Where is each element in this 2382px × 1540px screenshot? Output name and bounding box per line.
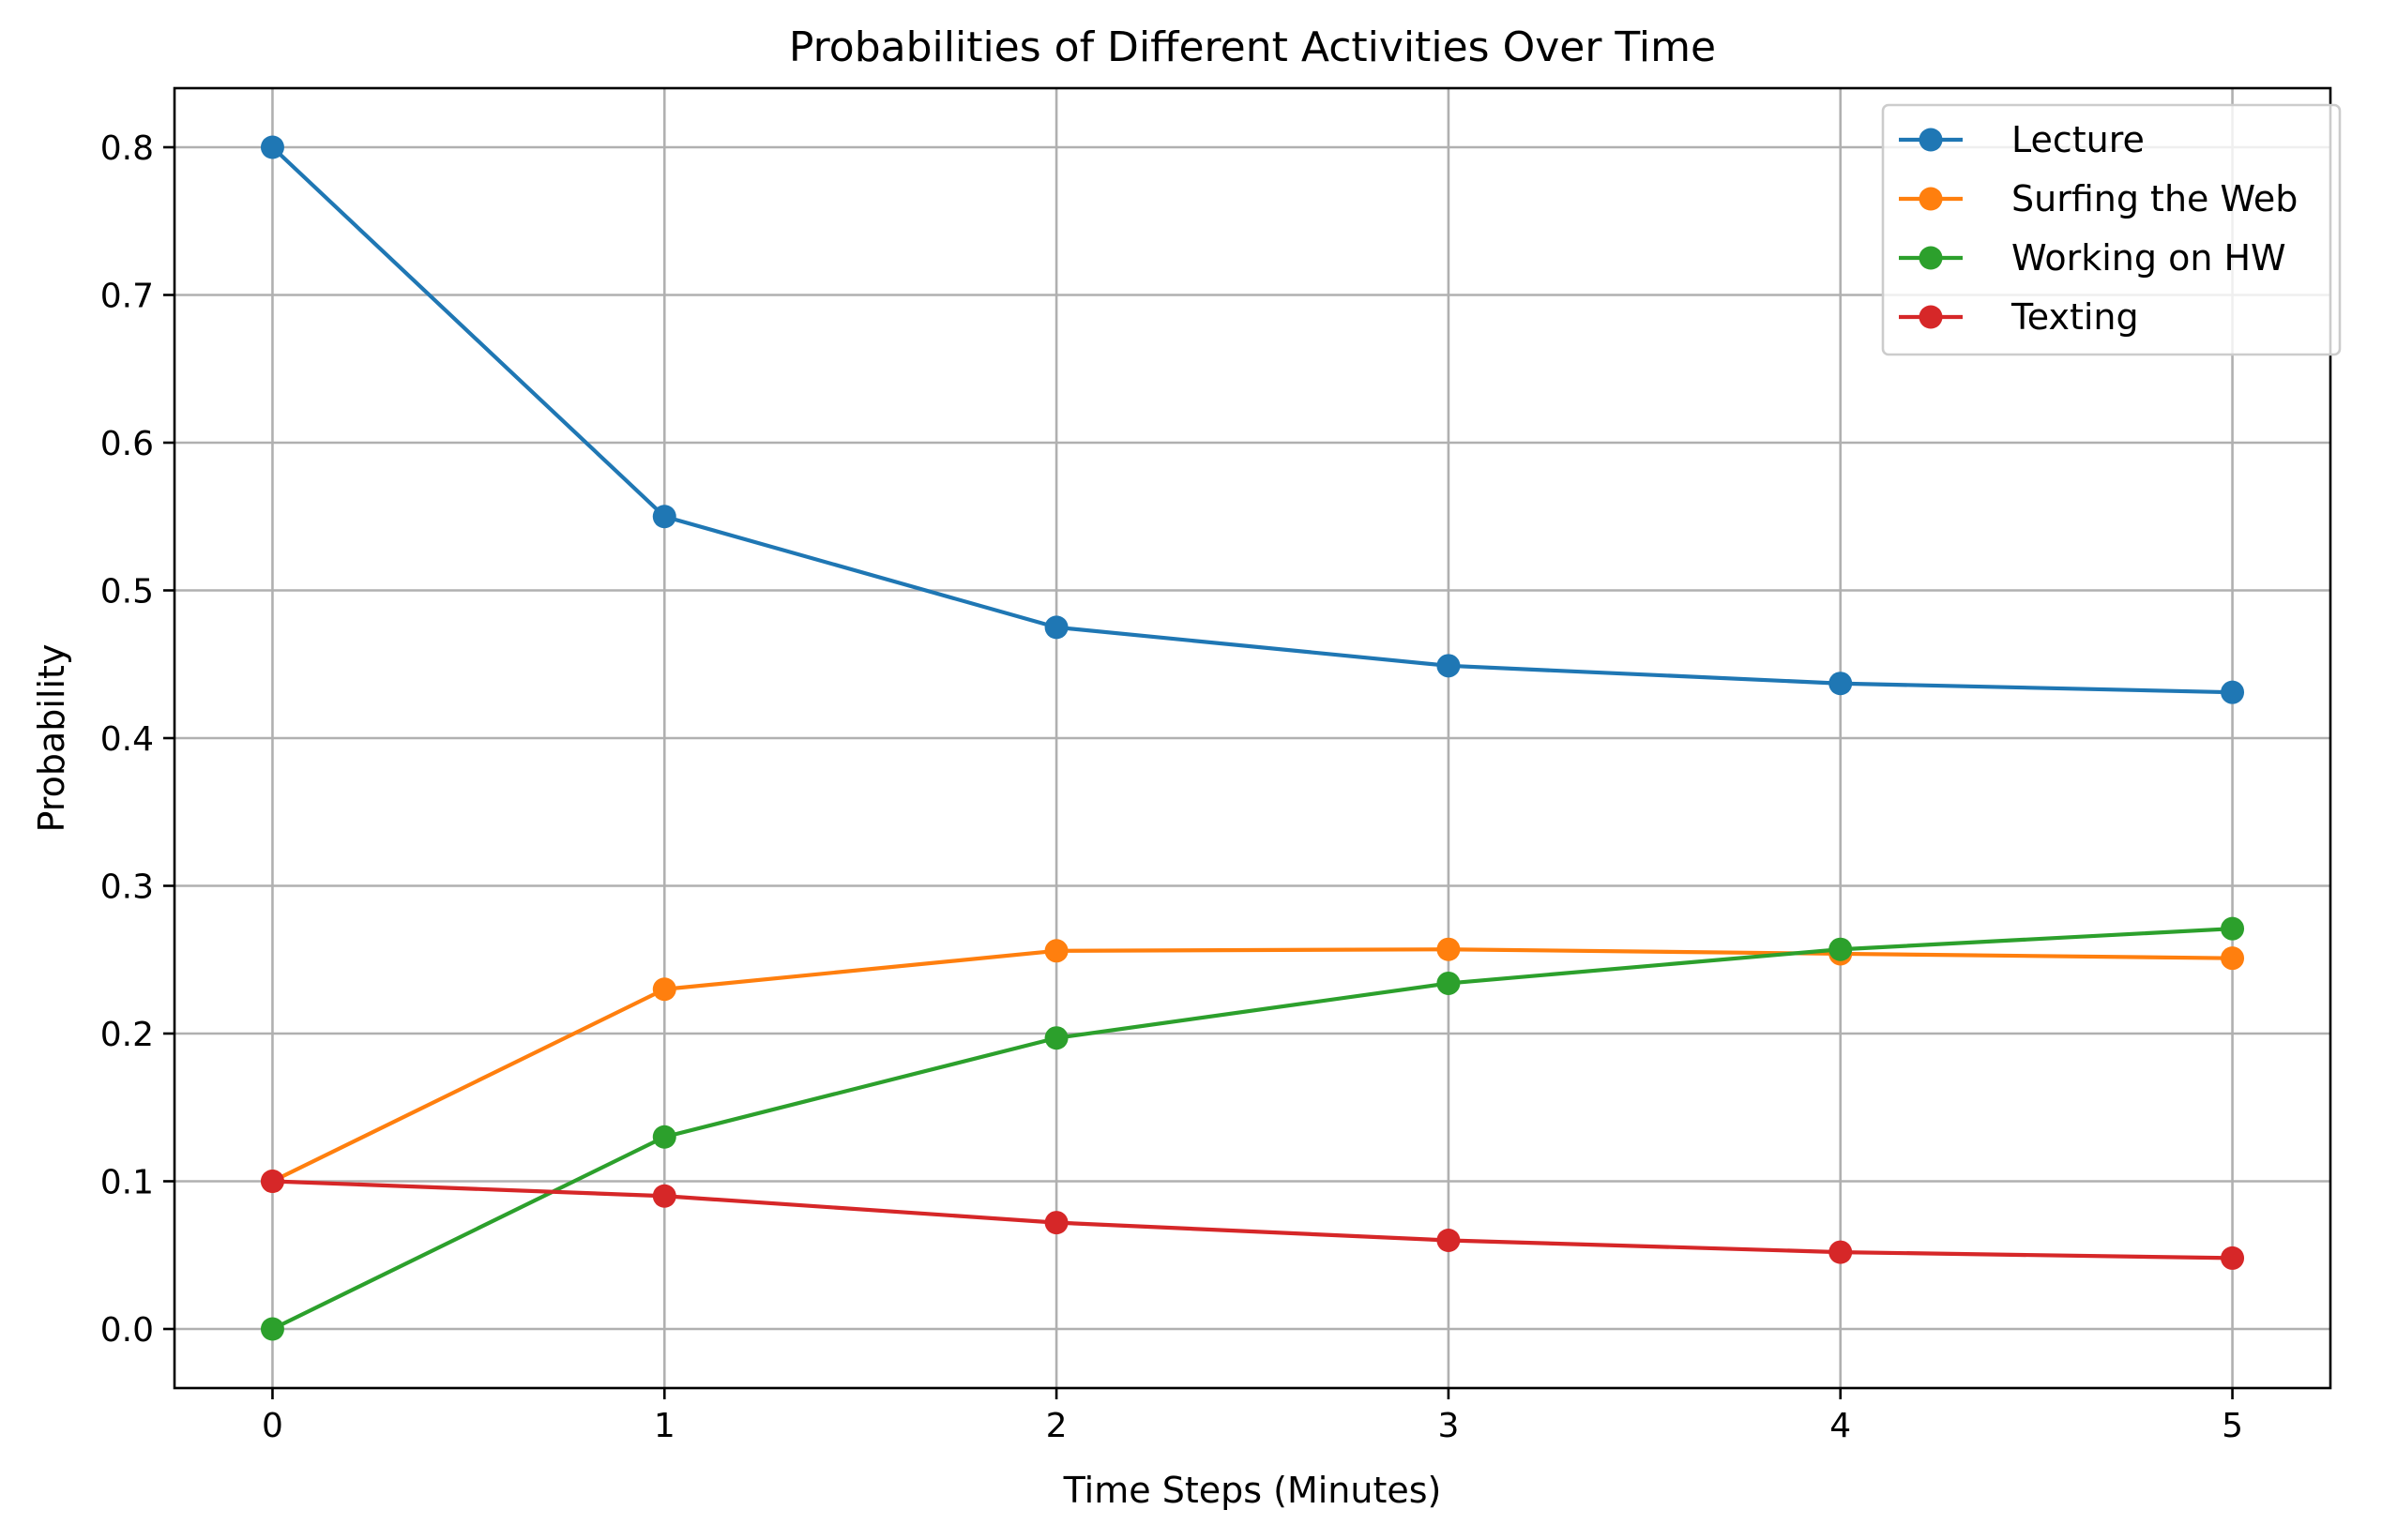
y-tick-label: 0.2 bbox=[100, 1016, 154, 1054]
x-tick-label: 4 bbox=[1829, 1407, 1851, 1445]
data-point bbox=[652, 1184, 676, 1208]
y-tick-label: 0.1 bbox=[100, 1164, 154, 1202]
data-point bbox=[260, 1317, 284, 1341]
legend-entry: Surfing the Web bbox=[1899, 178, 2298, 219]
x-axis-label: Time Steps (Minutes) bbox=[1063, 1470, 1442, 1511]
series-surfing-the-web bbox=[260, 937, 2245, 1193]
data-point bbox=[1436, 937, 1461, 961]
data-point bbox=[1828, 672, 1853, 696]
data-point bbox=[1044, 615, 1069, 640]
legend-marker bbox=[1919, 305, 1943, 329]
data-point bbox=[652, 977, 676, 1002]
legend-marker bbox=[1919, 246, 1943, 270]
legend-entry: Working on HW bbox=[1899, 237, 2286, 279]
series-line bbox=[271, 145, 2233, 695]
data-point bbox=[2221, 680, 2245, 704]
data-point bbox=[2221, 916, 2245, 941]
axis-ticks: 0 1 2 3 4 5 0.0 0.1 0.2 0.3 0.4 0.5 0.6 0.7 0.8 bbox=[100, 129, 2243, 1445]
series-working-on-hw bbox=[260, 916, 2245, 1341]
data-point bbox=[1044, 1026, 1069, 1050]
legend-entry: Texting bbox=[1899, 296, 2139, 338]
x-tick-label: 3 bbox=[1437, 1407, 1459, 1445]
data-point bbox=[1044, 1211, 1069, 1235]
data-point bbox=[2221, 1246, 2245, 1270]
legend-label: Working on HW bbox=[2011, 237, 2286, 279]
legend-label: Texting bbox=[2010, 296, 2139, 338]
y-axis-label: Probability bbox=[31, 644, 72, 833]
series-line bbox=[271, 927, 2233, 1331]
plot-series bbox=[260, 135, 2245, 1341]
series-texting bbox=[260, 1170, 2245, 1270]
x-tick-label: 5 bbox=[2222, 1407, 2243, 1445]
legend-marker bbox=[1919, 187, 1943, 211]
data-point bbox=[1828, 1240, 1853, 1264]
series-line bbox=[271, 947, 2233, 1184]
data-point bbox=[2221, 946, 2245, 971]
data-point bbox=[1044, 939, 1069, 963]
data-point bbox=[1828, 937, 1853, 961]
data-point bbox=[260, 135, 284, 159]
x-tick-label: 2 bbox=[1046, 1407, 1068, 1445]
legend-entry: Lecture bbox=[1899, 119, 2145, 160]
data-point bbox=[1436, 971, 1461, 995]
x-tick-label: 1 bbox=[654, 1407, 675, 1445]
data-point bbox=[1436, 654, 1461, 678]
y-tick-label: 0.6 bbox=[100, 425, 154, 463]
y-tick-label: 0.0 bbox=[100, 1311, 154, 1350]
legend: Lecture Surfing the Web Working on HW Texti… bbox=[1881, 103, 2342, 356]
y-tick-label: 0.8 bbox=[100, 129, 154, 168]
y-tick-label: 0.4 bbox=[100, 720, 154, 759]
legend-marker bbox=[1919, 128, 1943, 152]
legend-box bbox=[1881, 103, 2342, 356]
chart-title: Probabilities of Different Activities Ov… bbox=[789, 23, 1716, 71]
y-tick-label: 0.5 bbox=[100, 573, 154, 611]
legend-label: Lecture bbox=[2011, 119, 2145, 160]
series-lecture bbox=[260, 135, 2245, 704]
data-point bbox=[1436, 1229, 1461, 1252]
data-point bbox=[260, 1170, 284, 1193]
series-line bbox=[272, 1179, 2233, 1261]
data-point bbox=[652, 505, 676, 529]
legend-label: Surfing the Web bbox=[2011, 178, 2298, 219]
y-tick-label: 0.7 bbox=[100, 278, 154, 316]
x-tick-label: 0 bbox=[262, 1407, 283, 1445]
y-tick-label: 0.3 bbox=[100, 868, 154, 907]
data-point bbox=[652, 1125, 676, 1149]
